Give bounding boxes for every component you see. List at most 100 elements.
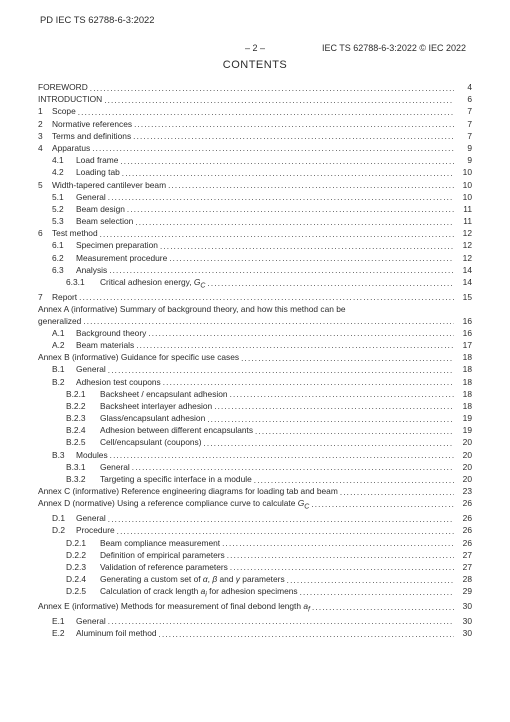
toc-page-number: 7	[454, 120, 472, 129]
toc-leader-dots: ........................................…	[169, 255, 454, 263]
toc-entry-label: A.1Background theory	[38, 329, 148, 338]
toc-entry-label: Annex B (informative) Guidance for speci…	[38, 353, 241, 362]
toc-entry-label: 2Normative references	[38, 120, 134, 129]
toc-entry-label: 6.3.1Critical adhesion energy, GC	[38, 278, 207, 290]
toc-page-number: 30	[454, 617, 472, 626]
toc-page-number: 26	[454, 526, 472, 535]
toc-row: 7Report.................................…	[38, 293, 472, 302]
toc-leader-dots: ........................................…	[255, 428, 454, 436]
toc-row: 3Terms and definitions..................…	[38, 132, 472, 141]
toc-entry-label: D.2.5Calculation of crack length ai for …	[38, 587, 300, 599]
toc-entry-label: 1Scope	[38, 107, 78, 116]
toc-leader-dots: ........................................…	[104, 97, 454, 105]
toc-page-number: 26	[454, 499, 472, 508]
toc-page-number: 12	[454, 229, 472, 238]
toc-entry-label: FOREWORD	[38, 83, 90, 92]
toc-page-number: 29	[454, 587, 472, 596]
toc-entry-label: D.1General	[38, 514, 108, 523]
toc-entry-label: generalized	[38, 317, 83, 326]
toc-leader-dots: ........................................…	[204, 440, 455, 448]
toc-page-number: 26	[454, 539, 472, 548]
toc-entry-label: 6.3Analysis	[38, 266, 109, 275]
toc-leader-dots: ........................................…	[134, 121, 454, 129]
toc-row: Annex D (normative) Using a reference co…	[38, 499, 472, 511]
toc-row: 6.3Analysis.............................…	[38, 266, 472, 275]
toc-leader-dots: ........................................…	[148, 330, 454, 338]
toc-entry-label: B.2.5Cell/encapsulant (coupons)	[38, 438, 204, 447]
toc-page-number: 18	[454, 378, 472, 387]
toc-page-number: 9	[454, 144, 472, 153]
toc-page-number: 17	[454, 341, 472, 350]
toc-entry-label: B.3.1General	[38, 463, 132, 472]
toc-row: generalized.............................…	[38, 317, 472, 326]
toc-leader-dots: ........................................…	[163, 379, 454, 387]
toc-row: 6Test method............................…	[38, 229, 472, 238]
toc-entry-label: Annex D (normative) Using a reference co…	[38, 499, 311, 511]
toc-entry-label: 5Width-tapered cantilever beam	[38, 181, 168, 190]
toc-entry-label: E.2Aluminum foil method	[38, 629, 159, 638]
toc-entry-label: D.2.1Beam compliance measurement	[38, 539, 222, 548]
toc-row: 6.2Measurement procedure................…	[38, 254, 472, 263]
toc-entry-label: D.2.2Definition of empirical parameters	[38, 551, 227, 560]
toc-entry-label: INTRODUCTION	[38, 95, 104, 104]
toc-row: D.2Procedure............................…	[38, 526, 472, 535]
toc-entry-label: 6.2Measurement procedure	[38, 254, 169, 263]
toc-leader-dots: ........................................…	[117, 528, 454, 536]
toc-page-number: 27	[454, 551, 472, 560]
toc-page-number: 18	[454, 365, 472, 374]
toc-leader-dots: ........................................…	[78, 109, 454, 117]
toc-row: A.2Beam materials.......................…	[38, 341, 472, 350]
toc-row: B.2.5Cell/encapsulant (coupons).........…	[38, 438, 472, 447]
toc-entry-label: B.2.4Adhesion between different encapsul…	[38, 426, 255, 435]
toc-entry-label: B.2.2Backsheet interlayer adhesion	[38, 402, 214, 411]
toc-leader-dots: ........................................…	[227, 552, 454, 560]
toc-entry-label: A.2Beam materials	[38, 341, 136, 350]
toc-row: B.2.1Backsheet / encapsulant adhesion...…	[38, 390, 472, 399]
toc-entry-label: 5.2Beam design	[38, 205, 127, 214]
toc-row: B.2.3Glass/encapsulant adhesion.........…	[38, 414, 472, 423]
contents-heading: CONTENTS	[38, 59, 472, 71]
toc-leader-dots: ........................................…	[100, 231, 454, 239]
toc-row: Annex A (informative) Summary of backgro…	[38, 305, 472, 314]
toc-page-number: 10	[454, 193, 472, 202]
toc-entry-label: Annex E (informative) Methods for measur…	[38, 602, 312, 614]
toc-page-number: 14	[454, 278, 472, 287]
toc-row: B.3.1General............................…	[38, 463, 472, 472]
toc-leader-dots: ........................................…	[90, 85, 454, 93]
toc-row: B.2.2Backsheet interlayer adhesion......…	[38, 402, 472, 411]
toc-entry-label: 7Report	[38, 293, 79, 302]
toc-leader-dots: ........................................…	[108, 618, 454, 626]
toc-page-number: 16	[454, 329, 472, 338]
toc-entry-label: 4.1Load frame	[38, 156, 120, 165]
toc-row: D.2.1Beam compliance measurement........…	[38, 539, 472, 548]
toc-entry-label: B.2.1Backsheet / encapsulant adhesion	[38, 390, 230, 399]
toc-leader-dots: ........................................…	[108, 194, 454, 202]
toc-page-number: 11	[454, 205, 472, 214]
toc-page-number: 6	[454, 95, 472, 104]
toc-page-number: 12	[454, 241, 472, 250]
toc-page-number: 12	[454, 254, 472, 263]
toc-leader-dots: ........................................…	[340, 489, 454, 497]
toc-row: 5.2Beam design..........................…	[38, 205, 472, 214]
toc-row: Annex E (informative) Methods for measur…	[38, 602, 472, 614]
toc-row: A.1Background theory....................…	[38, 329, 472, 338]
toc-leader-dots: ........................................…	[83, 318, 454, 326]
toc-entry-label: 4.2Loading tab	[38, 168, 122, 177]
toc-leader-dots: ........................................…	[230, 391, 454, 399]
toc-leader-dots: ........................................…	[207, 280, 454, 288]
toc-row: 4Apparatus..............................…	[38, 144, 472, 153]
toc-row: 5Width-tapered cantilever beam..........…	[38, 181, 472, 190]
toc-entry-label: B.3Modules	[38, 451, 110, 460]
toc-row: B.3Modules..............................…	[38, 451, 472, 460]
toc-entry-label: 6.1Specimen preparation	[38, 241, 160, 250]
toc-row: D.2.2Definition of empirical parameters.…	[38, 551, 472, 560]
toc-row: D.1General..............................…	[38, 514, 472, 523]
toc-page-number: 7	[454, 107, 472, 116]
toc-leader-dots: ........................................…	[254, 477, 454, 485]
toc-page-number: 20	[454, 463, 472, 472]
toc-leader-dots: ........................................…	[241, 355, 454, 363]
header-copyright: IEC TS 62788-6-3:2022 © IEC 2022	[322, 43, 466, 53]
toc-entry-label: D.2.3Validation of reference parameters	[38, 563, 230, 572]
toc-row: B.3.2Targeting a specific interface in a…	[38, 475, 472, 484]
toc-row: 4.1Load frame...........................…	[38, 156, 472, 165]
